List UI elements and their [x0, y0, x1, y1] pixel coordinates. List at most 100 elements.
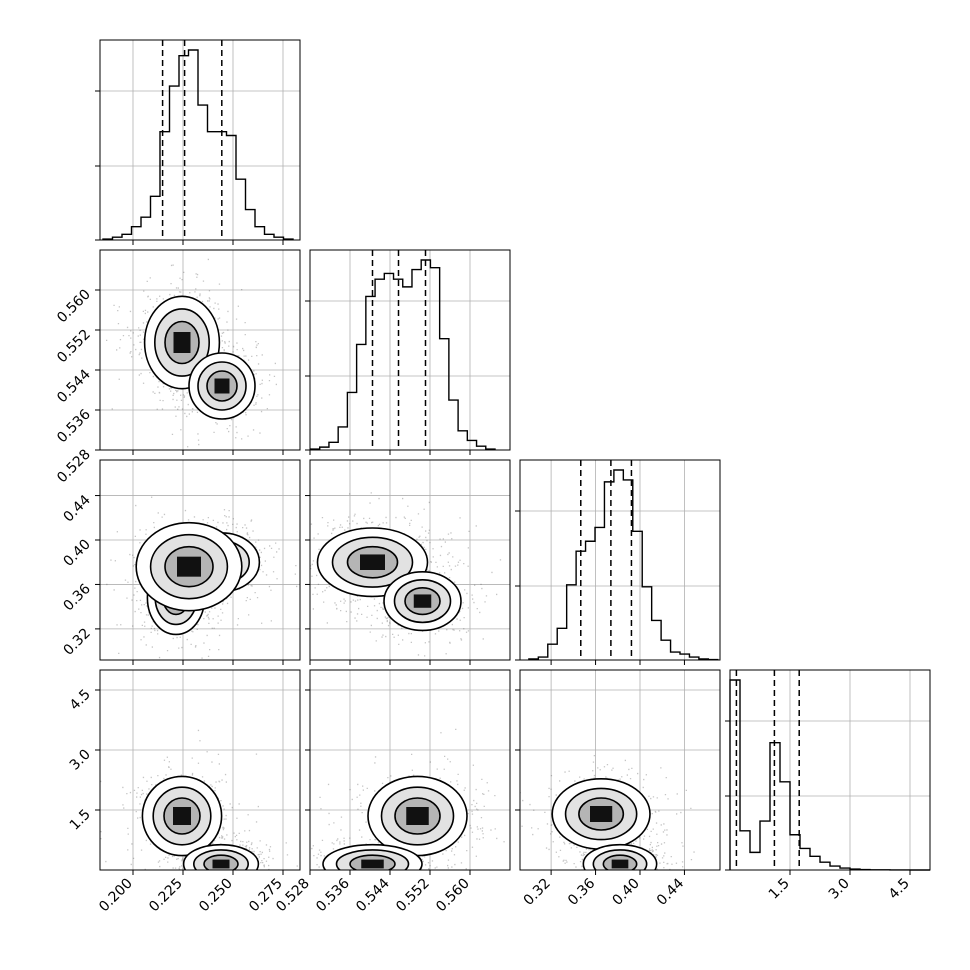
density-contour — [564, 787, 638, 841]
panel-frame — [519, 669, 721, 871]
density-contour — [316, 527, 429, 598]
density-contour — [182, 843, 260, 870]
histogram-step — [102, 49, 294, 240]
x-tick-label: 0.536 — [313, 875, 353, 915]
hist-panel-1 — [305, 249, 511, 455]
density-peak — [361, 859, 384, 869]
density-peak — [611, 859, 629, 869]
x-tick-label: 4.5 — [886, 876, 913, 903]
histogram-step — [528, 469, 719, 661]
density-contour — [203, 854, 239, 870]
density-contour — [349, 854, 396, 870]
density-contour — [163, 797, 201, 835]
density-contour — [393, 578, 452, 624]
density-contour — [578, 797, 625, 831]
x-tick-label: 0.200 — [96, 876, 136, 916]
density-contour — [143, 295, 221, 390]
x-tick-label: 0.36 — [565, 875, 598, 908]
x-tick-label: 0.552 — [393, 876, 433, 916]
density-peak — [413, 594, 432, 608]
density-contour — [149, 533, 229, 600]
hist-panel-0 — [95, 39, 301, 245]
panel-frame — [99, 39, 301, 241]
panel-content — [310, 460, 510, 660]
y-tick-label: 0.36 — [60, 581, 93, 614]
density-contour — [592, 849, 648, 870]
panel-frame — [309, 459, 511, 661]
y-tick-label: 0.528 — [54, 447, 94, 487]
panel-content — [100, 460, 300, 660]
hist-panel-2 — [515, 459, 721, 665]
x-tick-label: 0.544 — [353, 875, 393, 915]
y-tick-label: 0.44 — [60, 492, 93, 525]
density-contour — [197, 361, 247, 411]
panel-frame — [729, 669, 931, 871]
density-peak — [214, 378, 230, 394]
x-tick-label: 0.560 — [433, 876, 473, 916]
panel-frame — [309, 249, 511, 451]
density-contour — [193, 849, 249, 870]
panel-frame — [309, 669, 511, 871]
density-contour — [164, 545, 214, 588]
y-tick-label: 1.5 — [67, 807, 94, 834]
panel-frame — [99, 669, 301, 871]
density-contour — [164, 320, 200, 365]
y-tick-label: 0.552 — [54, 327, 94, 367]
histogram-step — [309, 259, 496, 450]
density-peak — [590, 806, 613, 822]
panel-content — [100, 250, 300, 450]
density-contour — [152, 786, 212, 846]
density-panel-1-2 — [305, 459, 511, 665]
density-peak — [173, 807, 191, 825]
y-tick-label: 0.536 — [54, 406, 94, 446]
density-contour — [602, 854, 638, 870]
panel-content — [310, 670, 510, 870]
density-panel-2-3: 0.32 0.36 0.40 0.44 — [515, 669, 721, 909]
y-tick-label: 0.32 — [60, 625, 93, 658]
panel-frame — [99, 459, 301, 661]
density-peak — [360, 554, 385, 570]
density-contour — [135, 521, 243, 612]
density-contour — [404, 586, 441, 616]
density-contour — [141, 775, 223, 857]
panel-content — [100, 670, 300, 870]
hist-panel-3: 1.5 3.0 4.5 — [725, 669, 931, 903]
scatter-points — [106, 258, 277, 448]
panel-content — [520, 670, 720, 870]
panel-frame — [99, 249, 301, 451]
histogram-step — [729, 679, 930, 871]
x-tick-label: 0.40 — [609, 876, 642, 909]
density-peak — [406, 807, 429, 825]
scatter-points — [520, 755, 695, 870]
x-tick-label: 3.0 — [826, 876, 853, 903]
density-contour — [383, 570, 462, 632]
density-contour — [154, 308, 211, 377]
x-tick-label: 0.225 — [146, 876, 186, 916]
density-peak — [173, 332, 191, 353]
density-contour — [322, 843, 423, 870]
x-tick-label: 0.250 — [196, 876, 236, 916]
density-peak — [212, 859, 230, 869]
density-contour — [206, 370, 238, 402]
density-contour — [394, 797, 441, 835]
y-tick-label: 4.5 — [67, 687, 94, 714]
y-tick-label: 0.544 — [54, 366, 94, 406]
density-panel-1-3: 0.528 0.536 0.544 0.552 0.560 — [273, 669, 511, 916]
density-panel-0-2: 0.32 0.36 0.40 0.44 — [60, 459, 301, 665]
x-tick-label: 0.44 — [654, 875, 687, 908]
density-peak — [177, 556, 201, 577]
density-contour — [331, 536, 414, 588]
panel-frame — [519, 459, 721, 661]
y-tick-label: 0.560 — [54, 287, 94, 327]
x-tick-label: 1.5 — [766, 876, 793, 903]
y-tick-label: 0.40 — [60, 537, 93, 570]
density-contour — [380, 786, 455, 846]
density-contour — [582, 843, 658, 870]
x-tick-label: 0.32 — [521, 876, 554, 909]
y-tick-label: 3.0 — [67, 747, 94, 774]
density-contour — [188, 352, 256, 420]
density-contour — [346, 545, 399, 579]
